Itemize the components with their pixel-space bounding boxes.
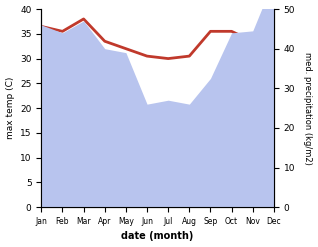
Y-axis label: max temp (C): max temp (C): [5, 77, 15, 139]
Y-axis label: med. precipitation (kg/m2): med. precipitation (kg/m2): [303, 52, 313, 165]
X-axis label: date (month): date (month): [121, 231, 194, 242]
